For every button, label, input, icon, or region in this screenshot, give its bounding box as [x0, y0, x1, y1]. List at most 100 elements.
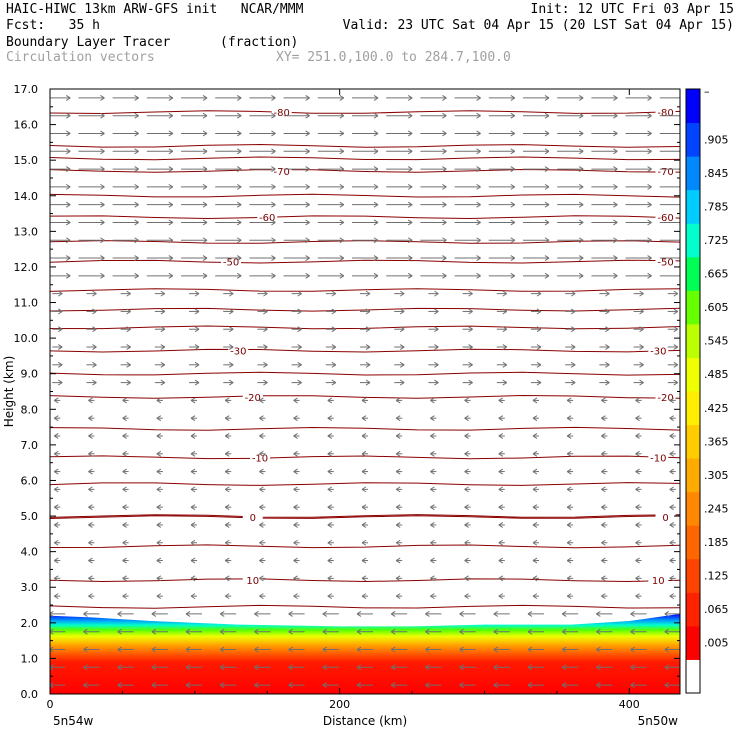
circulation-vector — [659, 239, 680, 241]
vector-head — [190, 450, 196, 457]
vector-head — [339, 130, 345, 137]
circulation-vector — [596, 628, 613, 635]
vector-head — [365, 344, 371, 350]
circulation-vector — [190, 468, 198, 475]
circulation-vector — [496, 326, 508, 333]
circulation-vector — [625, 112, 652, 119]
circulation-vector — [591, 255, 618, 261]
circulation-vector — [224, 557, 232, 564]
circulation-vector — [532, 468, 539, 475]
colorbar-swatch — [686, 89, 700, 124]
vector-head — [613, 130, 618, 137]
vector-head — [305, 112, 310, 119]
circulation-vector — [488, 130, 516, 137]
circulation-vector — [386, 130, 413, 137]
vector-head — [570, 361, 576, 368]
vector-head — [510, 219, 516, 226]
circulation-vector — [395, 522, 403, 528]
vector-head — [570, 344, 576, 350]
circulation-vector — [532, 397, 539, 404]
circulation-vector — [659, 204, 680, 206]
colorbar-swatch — [686, 558, 700, 593]
vector-head — [532, 486, 538, 493]
circulation-vector — [50, 664, 66, 671]
circulation-vector — [498, 397, 505, 404]
vector-head — [476, 166, 481, 172]
circulation-vector — [532, 433, 539, 439]
vector-head — [224, 433, 230, 439]
vector-head — [322, 664, 328, 671]
vector-head — [236, 183, 242, 190]
circulation-vector — [78, 272, 105, 279]
vector-head — [92, 344, 97, 350]
circulation-vector — [659, 275, 680, 277]
vector-head — [635, 575, 640, 582]
vector-head — [476, 94, 481, 101]
vector-head — [53, 593, 59, 600]
circulation-vector — [361, 504, 368, 511]
circulation-vector — [566, 397, 574, 404]
vector-head — [476, 272, 481, 279]
circulation-vector — [146, 183, 174, 190]
vector-head — [88, 397, 93, 404]
vector-head — [168, 219, 174, 226]
vector-head — [613, 201, 618, 208]
circulation-vector — [635, 468, 642, 475]
vector-head — [430, 557, 435, 564]
colorbar-swatch — [686, 458, 700, 493]
circulation-vector — [522, 183, 550, 190]
circulation-vector — [625, 148, 652, 155]
vector-head — [361, 504, 367, 511]
colorbar-label: .545 — [704, 335, 729, 348]
vector-head — [510, 183, 516, 190]
vector-head — [263, 361, 268, 368]
circulation-vector — [669, 397, 676, 404]
vector-head — [459, 682, 464, 689]
circulation-vector — [181, 112, 208, 119]
circulation-vector — [88, 539, 95, 546]
vector-head — [468, 379, 473, 386]
circulation-vector — [493, 628, 510, 635]
isotherm-label-bg — [271, 106, 292, 118]
vector-head — [190, 468, 196, 475]
circulation-vector — [190, 557, 198, 564]
circulation-vector — [493, 682, 510, 689]
vector-head — [151, 646, 157, 653]
vector-head — [442, 237, 447, 244]
circulation-vector — [669, 486, 676, 493]
circulation-vector — [360, 344, 371, 350]
vector-head — [365, 290, 371, 297]
vector-head — [373, 219, 379, 226]
y-tick-label: 17.0 — [14, 83, 39, 96]
circulation-vector — [601, 504, 608, 511]
circulation-vector — [361, 433, 368, 439]
circulation-vector — [425, 664, 442, 671]
circulation-vector — [566, 593, 574, 600]
vector-head — [407, 255, 413, 261]
vector-head — [669, 575, 675, 582]
header-line1-right: Init: 12 UTC Fri 03 Apr 15 — [530, 2, 735, 17]
circulation-vector — [664, 682, 680, 689]
circulation-vector — [386, 112, 413, 119]
vector-head — [605, 326, 610, 333]
circulation-vector — [522, 166, 550, 172]
circulation-vector — [215, 166, 242, 172]
vector-head — [361, 468, 367, 475]
circulation-vector — [659, 150, 680, 152]
circulation-vector — [146, 112, 174, 119]
circulation-vector — [394, 344, 405, 350]
vector-head — [263, 290, 268, 297]
circulation-vector — [327, 450, 334, 457]
circulation-vector — [454, 148, 481, 155]
circulation-vector — [50, 166, 71, 172]
vector-head — [339, 94, 345, 101]
vector-head — [236, 112, 242, 119]
circulation-vector — [156, 539, 163, 546]
vector-head — [669, 486, 675, 493]
circulation-vector — [625, 94, 652, 101]
circulation-vector — [464, 486, 471, 493]
circulation-vector — [488, 183, 516, 190]
circulation-vector — [223, 308, 234, 315]
circulation-vector — [633, 308, 644, 315]
vector-head — [100, 94, 105, 101]
